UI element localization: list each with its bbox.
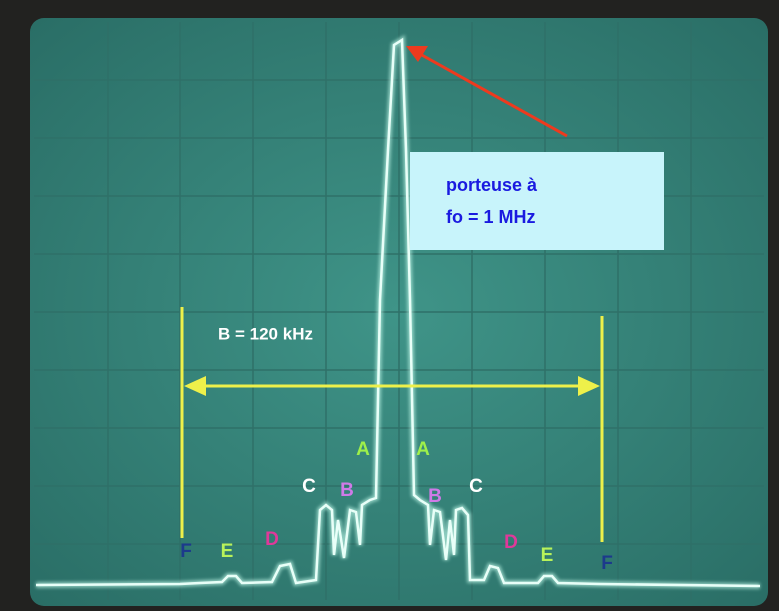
callout-line: fo = 1 MHz (446, 207, 536, 227)
peak-label: D (504, 532, 518, 553)
callout-box (410, 152, 664, 250)
peak-label: E (221, 541, 234, 562)
peak-label: D (265, 529, 279, 550)
bandwidth-label: B = 120 kHz (218, 324, 313, 343)
page: B = 120 kHz porteuse à fo = 1 MHz FEDCBA… (0, 0, 779, 611)
peak-label: B (340, 480, 354, 501)
peak-label: B (428, 486, 442, 507)
callout-line: porteuse à (446, 175, 538, 195)
peak-label: C (469, 476, 483, 497)
peak-label: F (180, 541, 192, 562)
peak-label: A (356, 439, 370, 460)
peak-label: F (601, 553, 613, 574)
oscilloscope-photo: B = 120 kHz porteuse à fo = 1 MHz FEDCBA… (0, 0, 779, 611)
peak-label: C (302, 476, 316, 497)
peak-label: A (416, 439, 430, 460)
peak-label: E (541, 545, 554, 566)
